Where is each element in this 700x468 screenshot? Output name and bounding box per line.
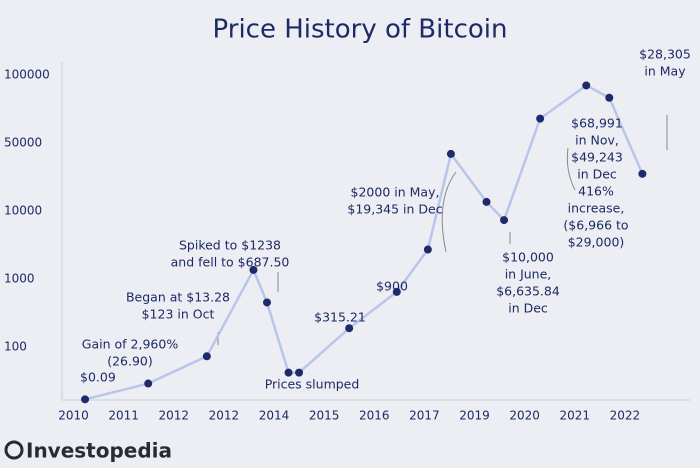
brand-icon (4, 440, 24, 460)
price-point (605, 93, 614, 102)
annotation: Gain of 2,960% (82, 337, 179, 352)
price-point (392, 287, 401, 296)
annotation: $68,991 (571, 116, 623, 131)
price-point (249, 265, 258, 274)
annotation: Prices slumped (265, 377, 360, 392)
x-tick-label: 2012 (158, 409, 189, 423)
x-tick-label: 2022 (610, 409, 641, 423)
x-tick-label: 2016 (359, 409, 390, 423)
chart-title: Price History of Bitcoin (213, 15, 508, 45)
price-point (295, 368, 304, 377)
brand: Investopedia (26, 439, 172, 463)
annotation: in Dec (508, 301, 548, 316)
annotation: and fell to $687.50 (171, 255, 290, 270)
annotation: $0.09 (80, 370, 116, 385)
price-point (638, 169, 647, 178)
annotation: $19,345 in Dec (347, 202, 442, 217)
price-point (202, 352, 211, 361)
annotation: Spiked to $1238 (179, 238, 281, 253)
price-point (582, 81, 591, 90)
y-tick-label: 50000 (4, 136, 42, 150)
x-tick-label: 2015 (309, 409, 340, 423)
x-tick-label: 2019 (459, 409, 490, 423)
annotation: Began at $13.28 (126, 290, 230, 305)
price-point (446, 149, 455, 158)
annotation: $6,635.84 (496, 284, 560, 299)
x-tick-label: 2021 (559, 409, 590, 423)
x-tick-label: 2014 (259, 409, 290, 423)
annotation: $28,305 (639, 47, 691, 62)
price-point (500, 216, 509, 225)
price-point (262, 298, 271, 307)
x-tick-label: 2011 (108, 409, 139, 423)
annotation: $315.21 (314, 310, 366, 325)
annotation: $123 in Oct (142, 307, 215, 322)
annotation: ($6,966 to (563, 218, 628, 233)
annotation: $10,000 (502, 250, 554, 265)
annotation: $2000 in May, (351, 185, 440, 200)
annotation: $49,243 (571, 150, 623, 165)
y-tick-label: 10000 (4, 204, 42, 218)
annotation: (26.90) (107, 354, 153, 369)
x-tick-label: 2017 (409, 409, 440, 423)
annotation: $29,000) (568, 235, 625, 250)
annotation: in June, (505, 267, 552, 282)
price-line (84, 83, 644, 401)
price-point (284, 368, 293, 377)
annotation: $900 (376, 279, 408, 294)
annotation: in Nov, (575, 133, 619, 148)
price-point (81, 395, 90, 404)
price-point (144, 379, 153, 388)
y-tick-label: 1000 (4, 272, 35, 286)
y-tick-label: 100000 (4, 68, 50, 82)
annotation: 416% (578, 184, 614, 199)
annotation: increase, (568, 201, 625, 216)
x-tick-label: 2010 (58, 409, 89, 423)
annotation: in Dec (577, 167, 617, 182)
y-tick-label: 100 (4, 340, 27, 354)
price-point (536, 114, 545, 123)
price-point (423, 245, 432, 254)
price-point (345, 324, 354, 333)
x-tick-label: 2012 (209, 409, 240, 423)
price-point (482, 197, 491, 206)
annotation: in May (644, 64, 686, 79)
x-tick-label: 2020 (509, 409, 540, 423)
